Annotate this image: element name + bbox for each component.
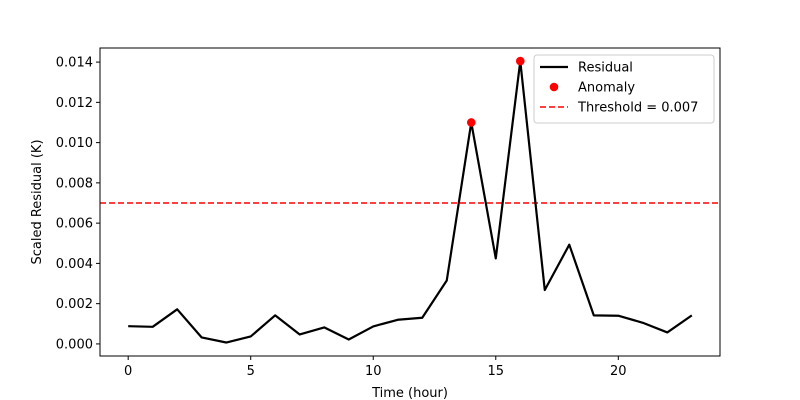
y-tick-label: 0.010 [56,136,93,151]
x-tick-label: 20 [610,364,627,379]
axis-ticks: 0 5 10 15 20 0.000 0.002 0.004 0.006 0.008 0.010 0.… [56,56,627,379]
legend-residual-label: Residual [578,61,633,76]
x-axis-label: Time (hour) [371,386,448,400]
y-tick-label: 0.014 [56,56,93,71]
legend-threshold-label: Threshold = 0.007 [577,101,698,116]
anomaly-point [515,56,525,66]
y-axis-label: Scaled Residual (K) [30,139,45,264]
x-tick-label: 0 [124,364,132,379]
x-tick-label: 10 [365,364,382,379]
legend: Residual Anomaly Threshold = 0.007 [533,54,715,124]
legend-box [533,54,715,124]
plot-frame [99,47,721,357]
legend-anomaly-label: Anomaly [578,81,635,96]
y-tick-label: 0.012 [56,96,93,111]
y-tick-label: 0.004 [56,257,93,272]
y-tick-label: 0.008 [56,176,93,191]
anomaly-point [466,118,476,127]
residual-series-line [128,59,693,344]
legend-anomaly-swatch [549,82,559,92]
y-tick-label: 0.000 [56,337,93,352]
x-tick-label: 5 [247,364,255,379]
y-tick-label: 0.002 [56,297,93,312]
x-tick-label: 15 [487,364,504,379]
y-tick-label: 0.006 [56,217,93,232]
plot-area [99,47,721,357]
